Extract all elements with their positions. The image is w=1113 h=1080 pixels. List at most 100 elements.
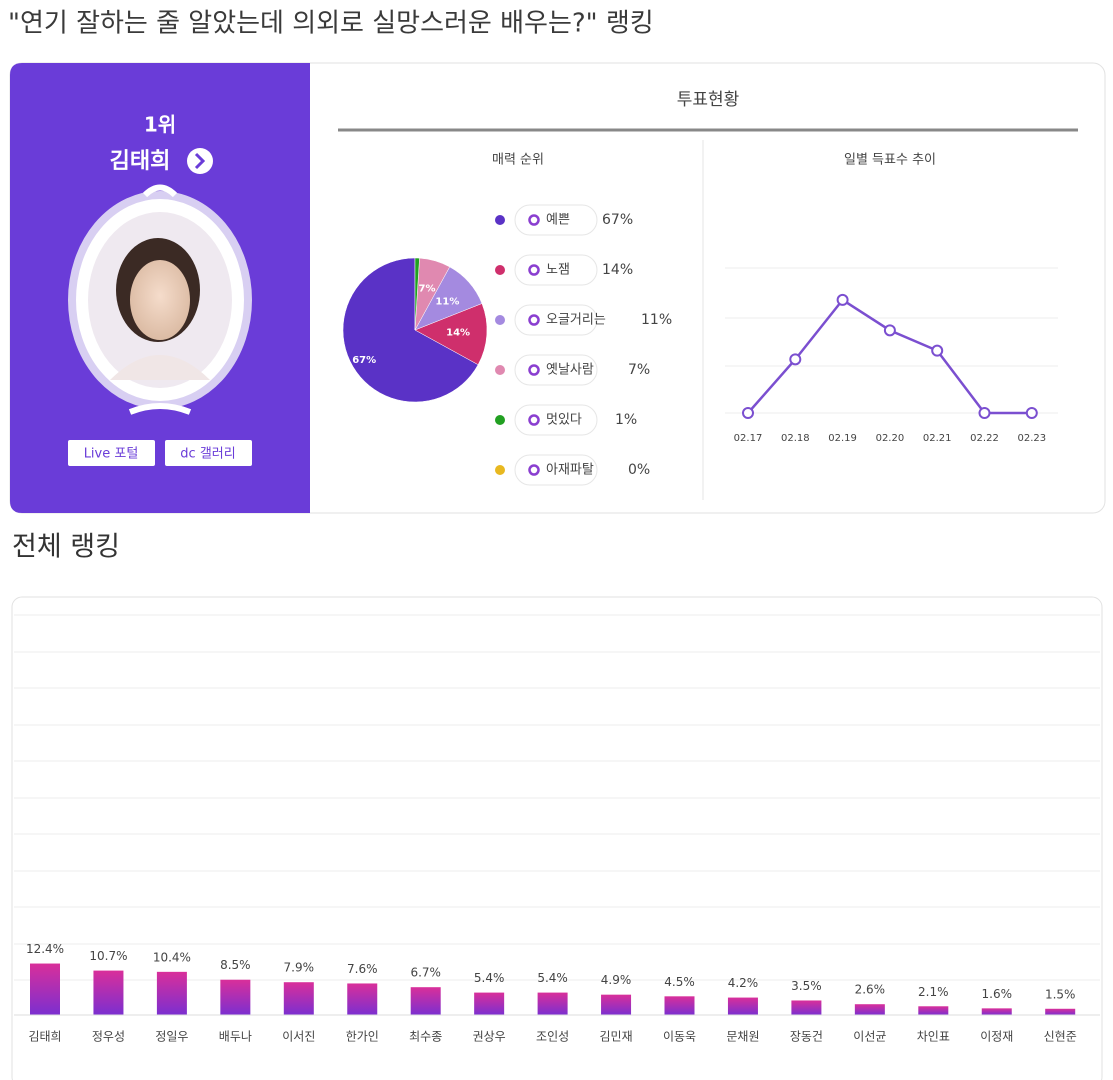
bar-value-label: 6.7% <box>410 966 441 980</box>
x-tick-label: 배두나 <box>219 1030 252 1044</box>
bar-value-label: 4.2% <box>728 976 759 990</box>
x-tick-label: 김민재 <box>599 1030 632 1044</box>
bar <box>854 1004 885 1015</box>
bar-value-label: 7.9% <box>284 961 315 975</box>
trend-point <box>978 407 991 419</box>
legend-chip <box>514 204 598 236</box>
legend-value: 67% <box>602 212 633 228</box>
bar-value-label: 4.5% <box>664 975 695 989</box>
gallery-button[interactable] <box>165 440 252 466</box>
legend-value: 14% <box>602 262 633 278</box>
x-tick-label: 이동욱 <box>663 1030 696 1044</box>
x-tick-label: 정우성 <box>92 1030 125 1044</box>
bar-value-label: 10.4% <box>153 950 191 964</box>
bar <box>410 987 441 1015</box>
x-tick-label: 02.17 <box>734 433 763 444</box>
x-tick-label: 장동건 <box>790 1030 823 1044</box>
bar <box>981 1008 1012 1015</box>
x-tick-label: 조인성 <box>536 1030 569 1044</box>
pie-slice <box>414 257 420 331</box>
pie-slice <box>414 303 488 366</box>
trend-point <box>931 344 944 357</box>
pie-slice <box>342 257 479 403</box>
legend-chip-icon <box>528 264 540 276</box>
legend-label: 멋있다 <box>546 413 582 428</box>
legend-dot <box>495 215 505 225</box>
bar-value-label: 7.6% <box>347 962 378 976</box>
legend-chip-icon <box>528 364 540 376</box>
trend-point <box>1025 407 1038 419</box>
bar-value-label: 4.9% <box>601 973 632 987</box>
x-tick-label: 02.18 <box>781 433 810 444</box>
legend-chip <box>514 404 598 436</box>
slice-label: 67% <box>352 355 376 366</box>
legend-chip-icon <box>528 414 540 426</box>
x-tick-label: 02.21 <box>923 433 952 444</box>
legend-chip <box>514 304 598 336</box>
slice-label: 7% <box>419 284 436 295</box>
x-tick-label: 02.19 <box>828 433 857 444</box>
bar <box>474 992 505 1015</box>
x-tick-label: 이정재 <box>980 1030 1013 1044</box>
bar <box>664 996 695 1015</box>
legend-dot <box>495 315 505 325</box>
x-tick-label: 권상우 <box>473 1030 506 1044</box>
bar <box>918 1006 949 1015</box>
legend-dot <box>495 365 505 375</box>
legend-value: 0% <box>628 462 650 478</box>
legend-label: 예쁜 <box>546 213 570 228</box>
legend-dot <box>495 265 505 275</box>
bar <box>537 992 568 1015</box>
x-tick-label: 문채원 <box>726 1030 759 1044</box>
bar <box>347 983 378 1015</box>
x-tick-label: 이서진 <box>282 1030 315 1044</box>
bar-value-label: 1.6% <box>982 987 1013 1001</box>
legend-dot <box>495 415 505 425</box>
bar <box>220 979 251 1015</box>
profile-name: 김태희 <box>110 149 171 174</box>
bar-value-label: 5.4% <box>537 971 568 985</box>
ranking-title: 전체 랭킹 <box>12 532 120 563</box>
portal-button[interactable] <box>68 440 155 466</box>
bar-value-label: 2.6% <box>855 983 886 997</box>
x-tick-label: 한가인 <box>346 1030 379 1044</box>
legend-chip <box>514 454 598 486</box>
bar-value-label: 3.5% <box>791 979 822 993</box>
x-tick-label: 02.20 <box>876 433 905 444</box>
legend-label: 노잼 <box>546 263 570 278</box>
legend-chip-icon <box>528 214 540 226</box>
photo-frame <box>68 184 252 415</box>
chevron <box>194 152 206 170</box>
trend-point <box>836 293 849 306</box>
x-tick-label: 이선균 <box>853 1030 886 1044</box>
legend-label: 오글거리는 <box>546 313 606 328</box>
x-tick-label: 차인표 <box>917 1030 950 1044</box>
bar <box>30 963 60 1015</box>
bar <box>156 971 187 1015</box>
bar-value-label: 10.7% <box>89 949 127 963</box>
bar-value-label: 1.5% <box>1045 987 1076 1001</box>
bar-value-label: 12.4% <box>26 942 64 956</box>
bar-value-label: 2.1% <box>918 985 949 999</box>
x-tick-label: 최수종 <box>409 1030 442 1044</box>
ranking-grid <box>14 614 1100 981</box>
bar <box>283 982 314 1015</box>
trend-point <box>883 324 896 337</box>
slice-label: 14% <box>446 328 470 339</box>
legend-value: 11% <box>641 312 672 328</box>
legend-chip-icon <box>528 464 540 476</box>
x-tick-label: 02.23 <box>1017 433 1046 444</box>
legend-label: 아재파탈 <box>546 463 594 478</box>
legend-dot <box>495 465 505 475</box>
legend-chip <box>514 254 598 286</box>
bar-value-label: 8.5% <box>220 958 251 972</box>
legend-value: 7% <box>628 362 650 378</box>
legend-label: 옛날사람 <box>546 363 594 378</box>
trend-point <box>742 407 754 419</box>
bar <box>93 970 124 1015</box>
detail-button[interactable] <box>187 148 213 174</box>
bar <box>1045 1008 1076 1015</box>
x-tick-label: 02.22 <box>970 433 999 444</box>
rank: 1위 <box>144 113 176 137</box>
